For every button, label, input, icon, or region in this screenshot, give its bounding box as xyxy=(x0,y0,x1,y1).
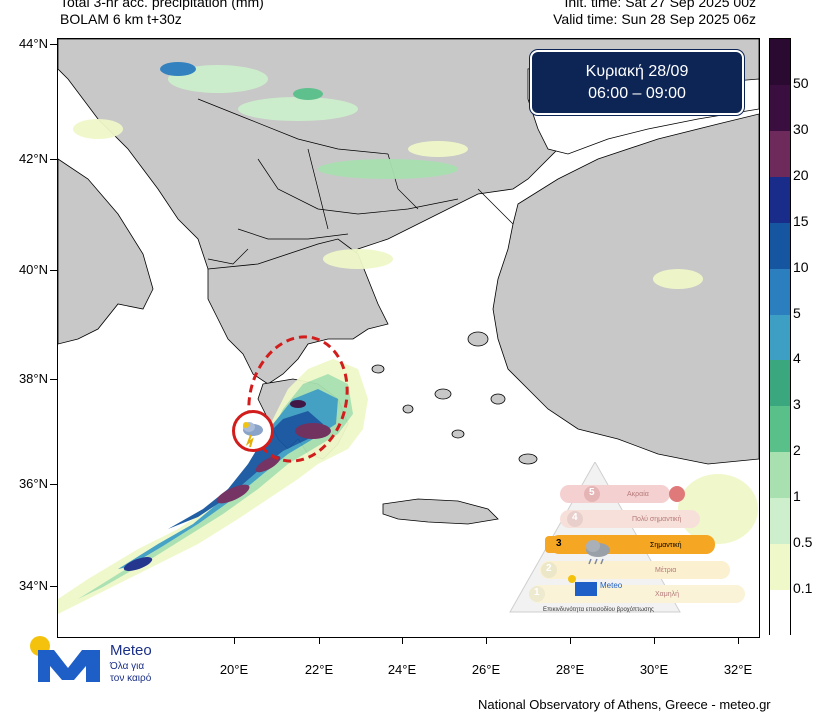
colorbar-segment xyxy=(770,360,790,407)
storm-icon xyxy=(232,410,274,452)
lat-label-38: 38°N xyxy=(18,371,48,386)
lon-tick xyxy=(738,637,739,644)
colorbar-label: 2 xyxy=(793,442,801,459)
colorbar-segment xyxy=(770,84,790,131)
lon-tick xyxy=(570,637,571,644)
level-1-num: 1 xyxy=(534,587,540,598)
lon-label-26: 26°E xyxy=(471,662,501,677)
lon-tick xyxy=(654,637,655,644)
lon-label-28: 28°E xyxy=(555,662,585,677)
italy-land xyxy=(58,158,154,345)
logo-brand: Meteo xyxy=(110,642,152,659)
logo-tagline-1: Όλα για xyxy=(110,661,145,672)
forecast-period-box: Κυριακή 28/09 06:00 – 09:00 xyxy=(530,50,744,115)
level-2-label: Μέτρια xyxy=(655,567,677,574)
footer-credit: National Observatory of Athens, Greece -… xyxy=(478,697,771,712)
forecast-hours: 06:00 – 09:00 xyxy=(588,85,686,102)
lon-tick xyxy=(402,637,403,644)
colorbar-label: 3 xyxy=(793,396,801,413)
level-2-num: 2 xyxy=(546,563,552,574)
lon-label-32: 32°E xyxy=(723,662,753,677)
lat-tick xyxy=(50,484,57,485)
colorbar-label: 30 xyxy=(793,120,809,137)
lat-tick xyxy=(50,586,57,587)
level-5-num: 5 xyxy=(589,487,595,498)
precipitation-colorbar xyxy=(769,38,791,636)
lon-label-22: 22°E xyxy=(304,662,334,677)
colorbar-label: 4 xyxy=(793,350,801,367)
level-4-num: 4 xyxy=(572,512,578,523)
colorbar-label: 50 xyxy=(793,74,809,91)
level-5-label: Ακραία xyxy=(627,491,649,498)
lat-label-40: 40°N xyxy=(18,262,48,277)
lat-tick xyxy=(50,159,57,160)
lon-label-20: 20°E xyxy=(219,662,249,677)
colorbar-label: 5 xyxy=(793,304,801,321)
colorbar-segment xyxy=(770,590,790,636)
lat-label-36: 36°N xyxy=(18,476,48,491)
lon-label-30: 30°E xyxy=(639,662,669,677)
lat-tick xyxy=(50,270,57,271)
level-3-label: Σημαντική xyxy=(650,542,682,549)
level-3-num: 3 xyxy=(556,538,562,549)
crete-land xyxy=(382,498,499,525)
model-label: BOLAM 6 km t+30z xyxy=(60,11,182,27)
triangle-brand: Meteo xyxy=(600,581,623,590)
lon-tick xyxy=(486,637,487,644)
forecast-day: Κυριακή 28/09 xyxy=(585,63,689,80)
greece-land xyxy=(207,238,389,385)
colorbar-segment xyxy=(770,222,790,269)
colorbar-cap xyxy=(770,39,790,85)
risk-triangle-graphic xyxy=(509,460,745,613)
valid-time: Valid time: Sun 28 Sep 2025 06z xyxy=(553,11,756,27)
turkey-land xyxy=(492,113,759,465)
meteo-logo-icon xyxy=(30,636,100,682)
lat-label-34: 34°N xyxy=(18,578,48,593)
level-1-label: Χαμηλή xyxy=(655,591,680,598)
level-4-label: Πολύ σημαντική xyxy=(632,516,682,523)
colorbar-label: 0.1 xyxy=(793,580,813,597)
lat-label-44: 44°N xyxy=(18,36,48,51)
colorbar-segment xyxy=(770,130,790,177)
lon-tick xyxy=(319,637,320,644)
colorbar-label: 20 xyxy=(793,166,809,183)
lon-label-24: 24°E xyxy=(387,662,417,677)
colorbar-label: 10 xyxy=(793,258,809,275)
colorbar-label: 0.5 xyxy=(793,534,813,551)
colorbar-segment xyxy=(770,544,790,591)
map-title: Total 3-hr acc. precipitation (mm) xyxy=(60,0,264,10)
colorbar-segment xyxy=(770,176,790,223)
lat-tick xyxy=(50,379,57,380)
colorbar-segment xyxy=(770,498,790,545)
rain-risk-triangle: 5 Ακραία 4 Πολύ σημαντική 3 Σημαντική 2 … xyxy=(505,460,753,620)
lon-tick xyxy=(234,637,235,644)
lat-tick xyxy=(50,44,57,45)
logo-tagline-2: τον καιρό xyxy=(110,673,152,684)
triangle-caption: Επικινδυνότητα επεισοδίου βροχόπτωσης xyxy=(543,607,654,613)
colorbar-segment xyxy=(770,314,790,361)
colorbar-segment xyxy=(770,268,790,315)
colorbar-label: 1 xyxy=(793,488,801,505)
lat-label-42: 42°N xyxy=(18,151,48,166)
init-time: Init. time: Sat 27 Sep 2025 00z xyxy=(564,0,756,10)
colorbar-segment xyxy=(770,406,790,453)
colorbar-label: 15 xyxy=(793,212,809,229)
meteo-logo: Meteo Όλα για τον καιρό xyxy=(28,636,168,686)
colorbar-segment xyxy=(770,452,790,499)
